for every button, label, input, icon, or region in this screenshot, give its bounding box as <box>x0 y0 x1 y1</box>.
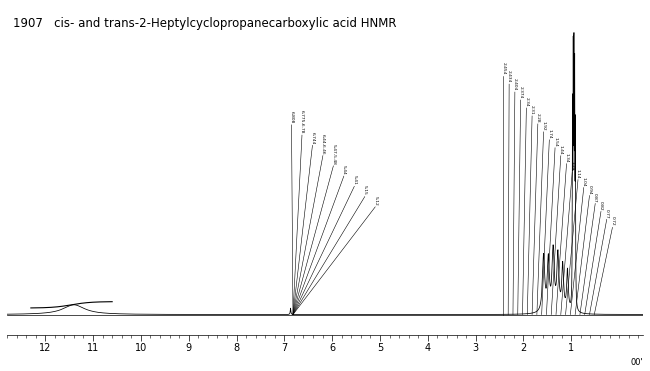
Text: 2.34: 2.34 <box>525 97 528 107</box>
Text: 1.34: 1.34 <box>565 153 569 162</box>
Text: 2.28: 2.28 <box>536 113 540 123</box>
Text: 1907   cis- and trans-2-Heptylcyclopropanecarboxylic acid HNMR: 1907 cis- and trans-2-Heptylcyclopropane… <box>13 17 396 30</box>
Text: 1.74: 1.74 <box>547 129 551 138</box>
Text: 6.808: 6.808 <box>289 111 294 124</box>
Text: 5.41: 5.41 <box>352 175 356 185</box>
Text: 0.82: 0.82 <box>599 201 603 210</box>
Text: 2.374: 2.374 <box>519 86 523 99</box>
Text: 0.87: 0.87 <box>593 193 597 202</box>
Text: 2.31: 2.31 <box>530 105 534 115</box>
Text: 00': 00' <box>630 358 643 367</box>
Text: 1.44: 1.44 <box>559 145 563 154</box>
Text: 6.44,6.46: 6.44,6.46 <box>321 134 325 154</box>
Text: 5.15: 5.15 <box>363 186 367 196</box>
Text: 2.454: 2.454 <box>501 62 506 75</box>
Text: 5.47,5.48: 5.47,5.48 <box>332 144 335 165</box>
Text: 0.94: 0.94 <box>588 185 592 194</box>
Text: 1.14: 1.14 <box>576 169 580 178</box>
Text: 6.744: 6.744 <box>311 132 315 144</box>
Text: 0.77: 0.77 <box>604 209 608 218</box>
Text: 5.44: 5.44 <box>342 165 346 175</box>
Text: 1.92: 1.92 <box>541 121 545 131</box>
Text: 6.775,6.78: 6.775,6.78 <box>300 110 304 134</box>
Text: 2.404: 2.404 <box>513 78 517 91</box>
Text: 1.54: 1.54 <box>553 137 557 147</box>
Text: 1.04: 1.04 <box>582 177 586 186</box>
Text: 2.434: 2.434 <box>507 70 511 83</box>
Text: 5.12: 5.12 <box>373 196 377 206</box>
Text: 0.72: 0.72 <box>610 217 614 226</box>
Text: 1.24: 1.24 <box>570 161 574 170</box>
